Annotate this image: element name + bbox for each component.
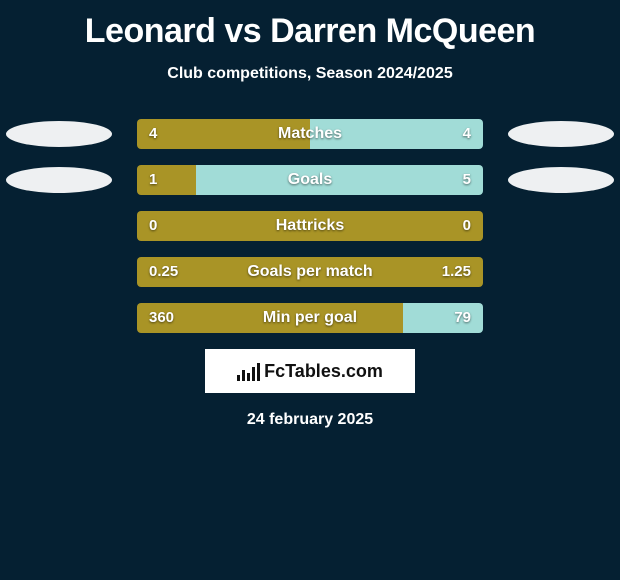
page-subtitle: Club competitions, Season 2024/2025 (0, 65, 620, 83)
bar-segment-right (196, 165, 483, 195)
stat-row: 15Goals (0, 165, 620, 195)
value-left: 1 (137, 165, 169, 195)
player-left-marker (6, 121, 112, 147)
page-title: Leonard vs Darren McQueen (0, 0, 620, 51)
stat-row: 00Hattricks (0, 211, 620, 241)
value-right: 4 (451, 119, 483, 149)
value-left: 0.25 (137, 257, 190, 287)
bar-segment-left (137, 211, 483, 241)
bar-track: 15Goals (137, 165, 483, 195)
logo-text: FcTables.com (264, 361, 383, 382)
stat-row: 36079Min per goal (0, 303, 620, 333)
bar-track: 36079Min per goal (137, 303, 483, 333)
fctables-logo: FcTables.com (205, 349, 415, 393)
player-left-marker (6, 167, 112, 193)
value-right: 79 (442, 303, 483, 333)
bar-track: 0.251.25Goals per match (137, 257, 483, 287)
value-left: 360 (137, 303, 186, 333)
player-right-marker (508, 167, 614, 193)
bar-chart-icon (237, 361, 260, 381)
comparison-chart: 44Matches15Goals00Hattricks0.251.25Goals… (0, 119, 620, 333)
value-right: 5 (451, 165, 483, 195)
date-label: 24 february 2025 (0, 411, 620, 429)
player-right-marker (508, 121, 614, 147)
value-left: 0 (137, 211, 169, 241)
bar-track: 44Matches (137, 119, 483, 149)
value-right: 0 (451, 211, 483, 241)
bar-track: 00Hattricks (137, 211, 483, 241)
stat-row: 44Matches (0, 119, 620, 149)
value-left: 4 (137, 119, 169, 149)
value-right: 1.25 (430, 257, 483, 287)
stat-row: 0.251.25Goals per match (0, 257, 620, 287)
